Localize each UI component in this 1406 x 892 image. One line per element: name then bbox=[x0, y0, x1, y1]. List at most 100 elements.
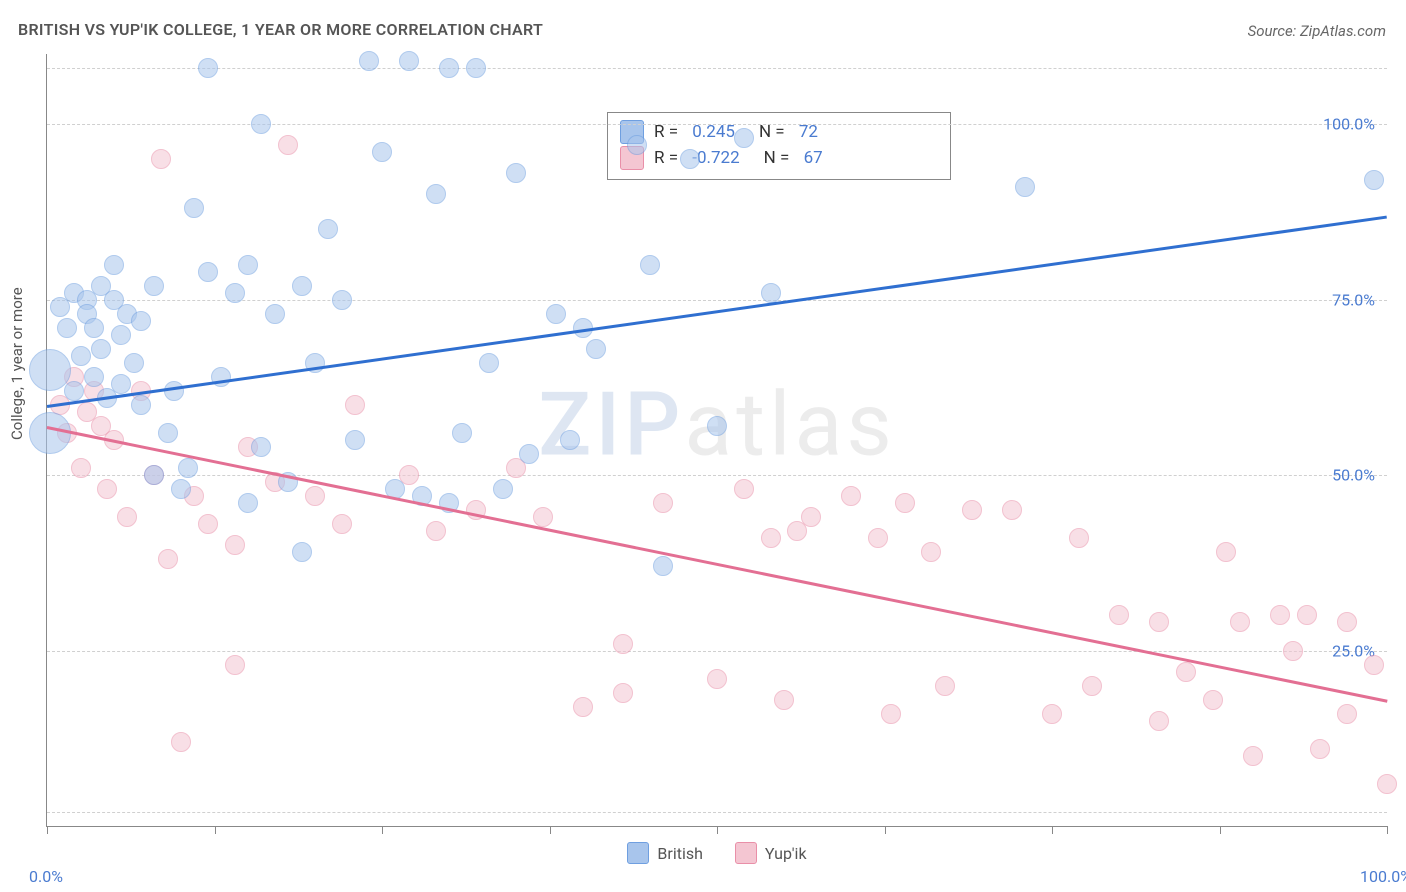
trend-line bbox=[47, 215, 1387, 407]
scatter-point bbox=[198, 514, 218, 534]
scatter-point bbox=[627, 135, 647, 155]
scatter-point bbox=[1270, 605, 1290, 625]
trend-line bbox=[47, 426, 1387, 702]
scatter-point bbox=[935, 676, 955, 696]
scatter-point bbox=[707, 669, 727, 689]
scatter-point bbox=[881, 704, 901, 724]
n-value-british: 72 bbox=[799, 119, 818, 145]
r-label-british: R = bbox=[654, 119, 682, 145]
scatter-point bbox=[546, 304, 566, 324]
scatter-point bbox=[1297, 605, 1317, 625]
scatter-point bbox=[305, 486, 325, 506]
scatter-point bbox=[97, 479, 117, 499]
scatter-point bbox=[359, 51, 379, 71]
x-tick-label: 100.0% bbox=[1360, 867, 1406, 886]
scatter-point bbox=[178, 458, 198, 478]
y-tick-label: 100.0% bbox=[1323, 115, 1375, 134]
legend-label-yupik: Yup'ik bbox=[765, 844, 807, 863]
scatter-point bbox=[265, 304, 285, 324]
gridline bbox=[47, 651, 1387, 652]
source-label: Source: ZipAtlas.com bbox=[1248, 22, 1386, 40]
scatter-point bbox=[1243, 746, 1263, 766]
scatter-point bbox=[225, 535, 245, 555]
legend-label-british: British bbox=[657, 844, 702, 863]
scatter-point bbox=[164, 381, 184, 401]
scatter-point bbox=[332, 514, 352, 534]
scatter-point bbox=[868, 528, 888, 548]
scatter-point bbox=[225, 655, 245, 675]
gridline bbox=[47, 124, 1387, 125]
series-legend: British Yup'ik bbox=[47, 842, 1387, 868]
scatter-point bbox=[426, 521, 446, 541]
scatter-point bbox=[171, 479, 191, 499]
watermark-part1: ZIP bbox=[538, 373, 684, 476]
scatter-point bbox=[1364, 170, 1384, 190]
swatch-british-icon bbox=[627, 842, 649, 864]
scatter-point bbox=[84, 318, 104, 338]
scatter-point bbox=[57, 318, 77, 338]
scatter-point bbox=[466, 58, 486, 78]
scatter-point bbox=[124, 353, 144, 373]
scatter-point bbox=[640, 255, 660, 275]
n-label-british: N = bbox=[759, 119, 789, 145]
scatter-point bbox=[452, 423, 472, 443]
scatter-point bbox=[1337, 704, 1357, 724]
x-tick bbox=[550, 826, 551, 834]
scatter-point bbox=[332, 290, 352, 310]
scatter-point bbox=[761, 283, 781, 303]
scatter-point bbox=[104, 255, 124, 275]
scatter-point bbox=[680, 149, 700, 169]
scatter-point bbox=[774, 690, 794, 710]
scatter-point bbox=[238, 493, 258, 513]
legend-item-yupik: Yup'ik bbox=[735, 842, 807, 864]
scatter-point bbox=[318, 219, 338, 239]
scatter-point bbox=[426, 184, 446, 204]
legend-item-british: British bbox=[627, 842, 702, 864]
scatter-point bbox=[292, 276, 312, 296]
scatter-point bbox=[841, 486, 861, 506]
scatter-point bbox=[1230, 612, 1250, 632]
scatter-point bbox=[533, 507, 553, 527]
scatter-point bbox=[1149, 612, 1169, 632]
scatter-point bbox=[519, 444, 539, 464]
scatter-point bbox=[158, 549, 178, 569]
scatter-point bbox=[1069, 528, 1089, 548]
scatter-point bbox=[131, 311, 151, 331]
scatter-point bbox=[1310, 739, 1330, 759]
scatter-point bbox=[225, 283, 245, 303]
scatter-point bbox=[278, 135, 298, 155]
gridline bbox=[47, 300, 1387, 301]
chart-title: BRITISH VS YUP'IK COLLEGE, 1 YEAR OR MOR… bbox=[18, 20, 543, 39]
scatter-point bbox=[1216, 542, 1236, 562]
scatter-point bbox=[962, 500, 982, 520]
scatter-point bbox=[1109, 605, 1129, 625]
scatter-point bbox=[29, 412, 71, 454]
scatter-point bbox=[131, 395, 151, 415]
scatter-point bbox=[71, 346, 91, 366]
y-axis-label: College, 1 year or more bbox=[8, 287, 26, 440]
scatter-point bbox=[586, 339, 606, 359]
plot-area: ZIPatlas R = 0.245 N = 72 R = -0.722 N =… bbox=[46, 54, 1387, 827]
scatter-point bbox=[1082, 676, 1102, 696]
scatter-point bbox=[613, 634, 633, 654]
swatch-yupik-icon bbox=[735, 842, 757, 864]
correlation-legend: R = 0.245 N = 72 R = -0.722 N = 67 bbox=[607, 112, 951, 180]
r-value-british: 0.245 bbox=[692, 119, 735, 145]
x-tick bbox=[1220, 826, 1221, 834]
x-tick bbox=[1387, 826, 1388, 834]
scatter-point bbox=[560, 430, 580, 450]
y-tick-label: 50.0% bbox=[1332, 466, 1375, 485]
scatter-point bbox=[251, 114, 271, 134]
scatter-point bbox=[198, 58, 218, 78]
scatter-point bbox=[238, 255, 258, 275]
scatter-point bbox=[184, 198, 204, 218]
n-value-yupik: 67 bbox=[804, 145, 823, 171]
scatter-point bbox=[734, 479, 754, 499]
gridline bbox=[47, 68, 1387, 69]
scatter-point bbox=[439, 58, 459, 78]
scatter-point bbox=[613, 683, 633, 703]
scatter-point bbox=[64, 381, 84, 401]
x-tick bbox=[885, 826, 886, 834]
n-label-yupik: N = bbox=[764, 145, 794, 171]
scatter-point bbox=[653, 493, 673, 513]
